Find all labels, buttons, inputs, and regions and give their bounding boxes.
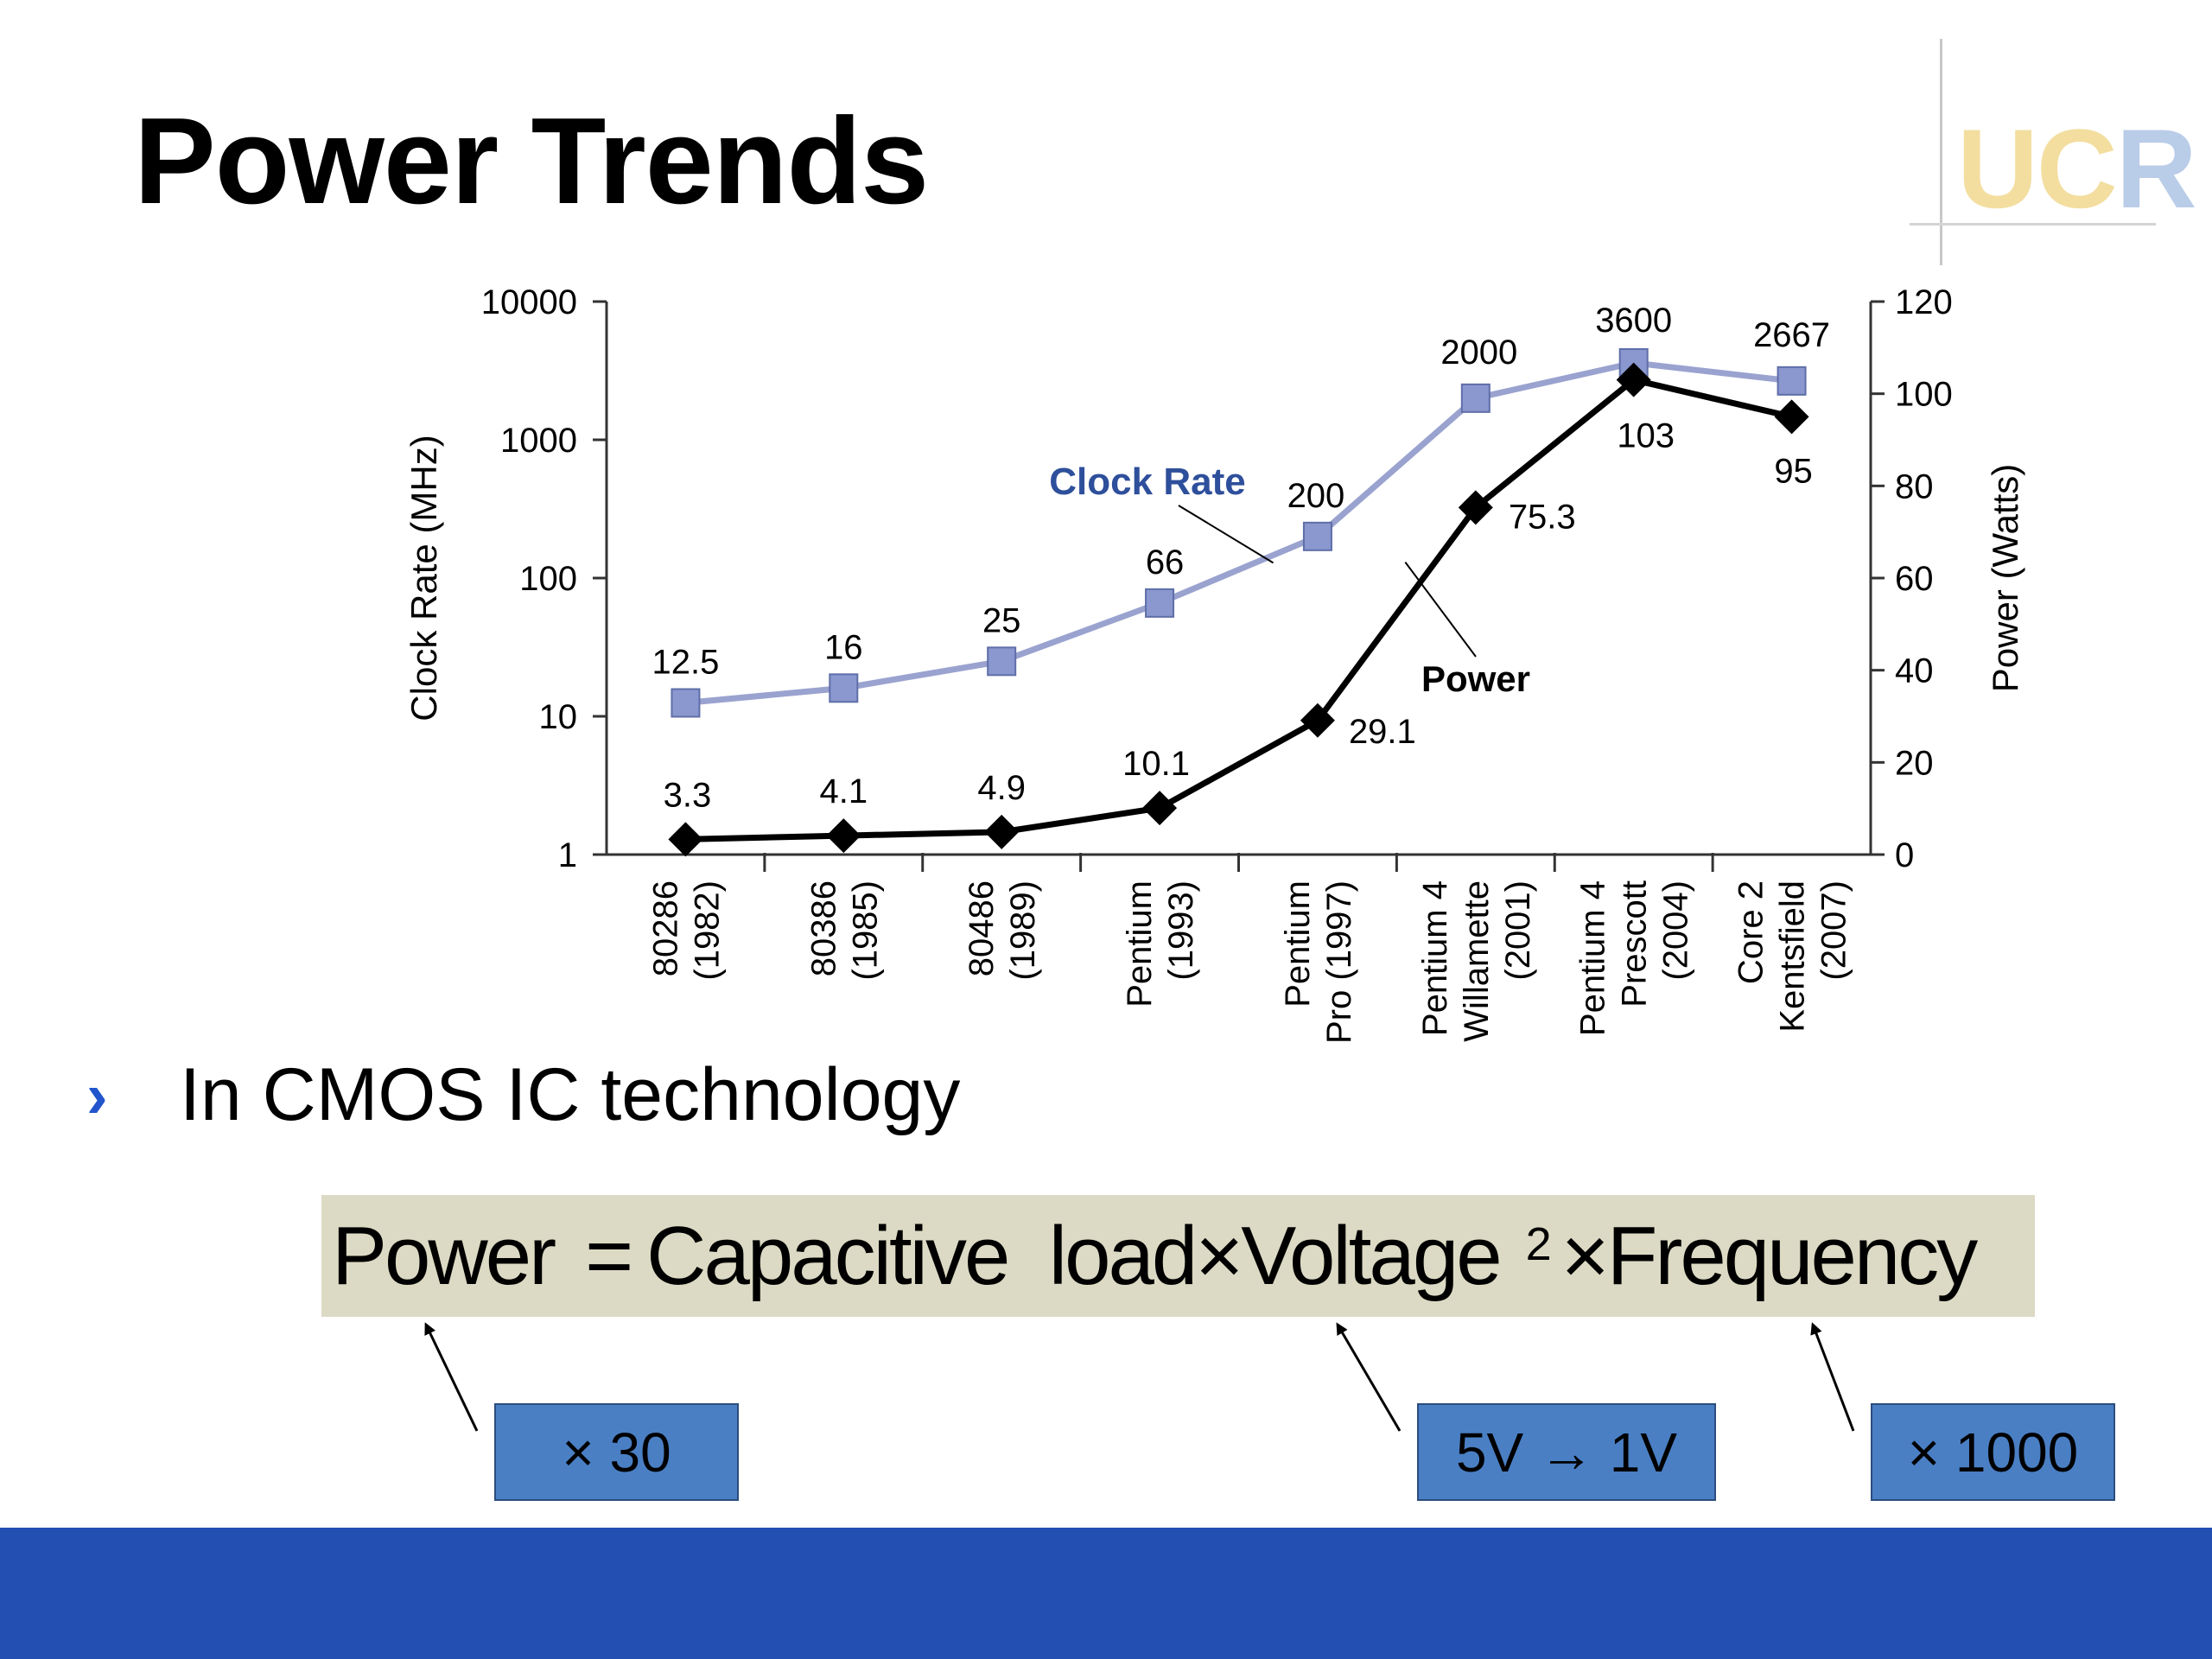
clock-rate-callout-line [1178,505,1274,564]
series-line-power [685,376,1793,842]
series-line-clock-rate [685,359,1792,706]
y-right-tick-label: 60 [1895,560,1934,598]
note-frequency-factor: × 1000 [1871,1403,2115,1501]
x-tick-label: Core 2 [1732,880,1770,984]
x-tick-label: (1982) [688,880,726,981]
x-tick-label: (2004) [1657,880,1695,981]
arrow-to-frequency [1810,1322,1855,1432]
y-left-tick-label: 1000 [500,422,577,460]
power-series-label: Power [1421,658,1530,699]
clock-rate-data-label: 3600 [1595,302,1672,340]
power-data-label: 95 [1774,452,1813,490]
x-tick-label: Prescott [1616,880,1654,1007]
logo-crosshair-vertical [1940,39,1942,265]
arrow-to-capacitive-load [424,1322,479,1432]
power-marker [1458,490,1493,525]
power-data-label: 4.9 [977,769,1026,807]
logo-crosshair-horizontal [1910,223,2156,226]
clock-rate-data-label: 12.5 [652,643,720,681]
clock-rate-marker [1777,365,1807,396]
clock-rate-marker [1145,588,1175,618]
bullet-text: In CMOS IC technology [180,1053,961,1136]
clock-rate-series-label: Clock Rate [1049,461,1245,503]
power-data-label: 3.3 [664,776,712,814]
bullet-chevron-icon: › [86,1059,108,1131]
y-right-tick-label: 100 [1895,376,1953,414]
x-tick-label: Pro (1997) [1320,880,1358,1044]
clock-rate-marker [1302,521,1332,551]
note-capacitive-factor: × 30 [494,1403,739,1501]
power-marker [826,818,861,854]
slide-title: Power Trends [134,92,929,230]
logo-text-main: UC [1957,105,2118,232]
power-callout-line [1404,562,1477,658]
footer-bar [0,1528,2212,1659]
power-data-label: 29.1 [1349,713,1416,751]
note-voltage-change: 5V → 1V [1417,1403,1716,1501]
clock-rate-marker [829,673,859,703]
clock-rate-data-label: 66 [1146,543,1185,582]
y-right-tick-label: 40 [1895,652,1934,690]
clock-rate-marker [987,646,1017,677]
clock-rate-data-label: 16 [824,628,863,666]
x-tick-label: (2007) [1815,880,1853,981]
y-left-tick-label: 10000 [481,283,577,321]
y-left-tick-label: 1 [558,836,577,874]
y-right-tick-label: 80 [1895,467,1934,505]
formula-power: Power [332,1209,556,1302]
y-left-tick-label: 10 [539,698,578,736]
x-tick-label: (1989) [1004,880,1042,981]
x-tick-label: 80386 [804,880,842,976]
logo-text-r: R [2115,105,2197,232]
power-data-label: 103 [1617,417,1675,455]
formula-equals: = [585,1209,633,1302]
power-data-label: 10.1 [1122,745,1190,783]
formula-times: × [1195,1209,1243,1302]
power-data-label: 75.3 [1509,498,1576,536]
power-marker [668,822,703,857]
x-tick-label: (1985) [846,880,884,981]
y-right-tick-label: 0 [1895,836,1914,874]
power-formula: Power = Capacitive load × Voltage 2 × Fr… [321,1195,2035,1317]
ucr-logo: UCR [1901,39,2197,272]
clock-rate-data-label: 200 [1287,477,1345,515]
power-marker [1300,702,1335,738]
power-marker [1616,362,1651,397]
annotation-arrows [424,1322,1855,1432]
y-axis-right-title: Power (Watts) [1985,464,2025,692]
x-tick-label: (2001) [1499,880,1537,981]
x-tick-label: Pentium 4 [1416,880,1454,1036]
x-tick-label: Pentium [1279,880,1317,1007]
logo-text: UCR [1957,104,2197,233]
x-tick-label: Kentsfield [1774,880,1812,1033]
x-tick-label: 80486 [963,880,1001,976]
power-trends-chart: 1 10 100 1000 10000 0 20 40 60 80 100 120 80286 (1982… [404,283,2025,1044]
power-marker [984,814,1020,849]
power-data-label: 4.1 [820,772,868,810]
formula-times: × [1560,1209,1610,1302]
arrow-to-voltage [1336,1322,1402,1432]
clock-rate-marker [671,688,701,718]
formula-capacitive-load: Capacitive load [646,1209,1198,1302]
x-tick-label: (1993) [1162,880,1200,981]
y-left-tick-label: 100 [519,560,577,598]
clock-rate-data-label: 25 [982,601,1021,639]
clock-rate-data-label: 2000 [1440,334,1517,372]
x-tick-label: 80286 [646,880,684,976]
y-right-tick-label: 120 [1895,283,1953,321]
power-marker [1142,791,1178,826]
y-right-tick-label: 20 [1895,744,1934,782]
x-tick-label: Willamette [1458,880,1496,1042]
formula-exponent: 2 [1525,1217,1552,1270]
formula-voltage: Voltage [1241,1209,1502,1302]
y-axis-left-title: Clock Rate (MHz) [404,435,444,721]
x-tick-label: Pentium 4 [1574,880,1612,1036]
power-marker [1774,399,1809,435]
clock-rate-data-label: 2667 [1753,316,1830,354]
x-tick-label: Pentium [1121,880,1159,1007]
formula-frequency: Frequency [1606,1209,1979,1302]
clock-rate-marker [1460,383,1491,413]
